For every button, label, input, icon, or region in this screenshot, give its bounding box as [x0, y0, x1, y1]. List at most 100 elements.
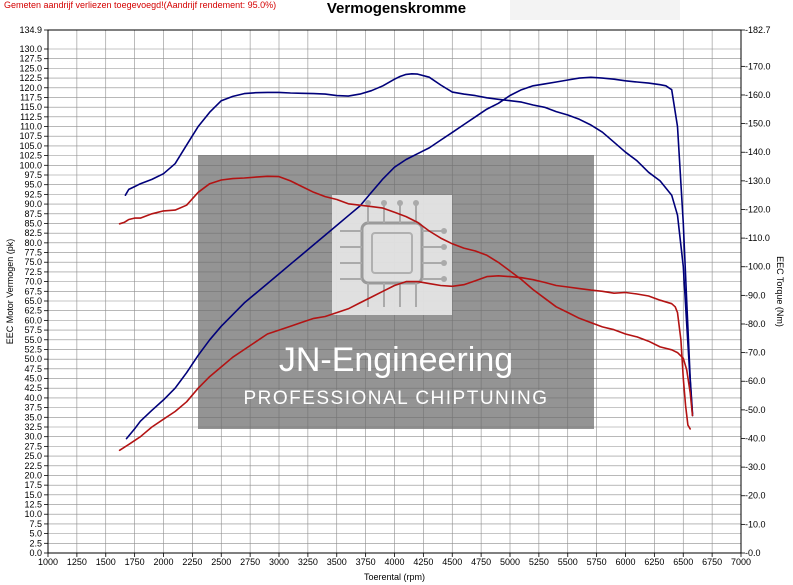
y-tick-label: 2.5	[29, 538, 42, 548]
y2-tick-label: -70.0	[745, 348, 766, 358]
y-tick-label: 100.0	[19, 160, 42, 170]
y-tick-label: 70.0	[24, 277, 42, 287]
series-line-1	[125, 76, 694, 440]
y-tick-label: 122.5	[19, 73, 42, 83]
y-tick-label: 0.0	[29, 548, 42, 558]
y-tick-label: 20.0	[24, 470, 42, 480]
x-tick-label: 3250	[298, 557, 318, 567]
y2-tick-label: -130.0	[745, 176, 771, 186]
x-tick-label: 2000	[153, 557, 173, 567]
y2-tick-label: -80.0	[745, 319, 766, 329]
x-tick-label: 1000	[38, 557, 58, 567]
y-tick-label: 55.0	[24, 335, 42, 345]
y-tick-label: 15.0	[24, 490, 42, 500]
x-tick-label: 1250	[67, 557, 87, 567]
x-tick-label: 7000	[731, 557, 751, 567]
series-line-3	[118, 274, 692, 452]
y-tick-label: 37.5	[24, 403, 42, 413]
y2-tick-label: -140.0	[745, 147, 771, 157]
y2-tick-label: -110.0	[745, 233, 770, 243]
y2-tick-label: -40.0	[745, 433, 766, 443]
y-tick-label: 77.5	[24, 248, 42, 258]
y2-tick-label: -100.0	[745, 262, 771, 272]
y-tick-label: 85.0	[24, 218, 42, 228]
y-tick-label: 22.5	[24, 461, 42, 471]
chip-logo-background	[332, 195, 452, 315]
chart-title: Vermogenskromme	[326, 0, 467, 17]
x-tick-label: 1750	[125, 557, 145, 567]
y2-tick-label: -182.7	[745, 25, 771, 35]
y-tick-label: 134.9	[19, 25, 42, 35]
chip-logo-pad	[441, 228, 447, 234]
y-tick-label: 52.5	[24, 344, 42, 354]
drivetrain-loss-note: Gemeten aandrijf verliezen toegevoegd!(A…	[4, 0, 277, 10]
y-tick-label: 75.0	[24, 257, 42, 267]
y-tick-label: 42.5	[24, 383, 42, 393]
chip-logo-pad	[397, 200, 403, 206]
y-tick-label: 57.5	[24, 325, 42, 335]
y-tick-label: 5.0	[29, 529, 42, 539]
chip-logo-die	[371, 232, 413, 274]
y-tick-label: 117.5	[20, 92, 42, 102]
x-tick-label: 6250	[644, 557, 664, 567]
watermark-brand: JN-Engineering	[279, 341, 513, 379]
chip-logo-pad	[365, 200, 371, 206]
header-right-panel	[510, 0, 680, 20]
y-tick-label: 112.5	[20, 112, 42, 122]
y-axis-label: EEC Motor Vermogen (pk)	[5, 239, 15, 345]
y-tick-label: 25.0	[24, 451, 42, 461]
x-tick-label: 2250	[182, 557, 202, 567]
x-tick-label: 6750	[702, 557, 722, 567]
x-tick-label: 4000	[384, 557, 404, 567]
chip-logo-pad	[441, 260, 447, 266]
y-tick-label: 115.0	[20, 102, 42, 112]
y-tick-label: 45.0	[24, 374, 42, 384]
x-tick-label: 6000	[615, 557, 635, 567]
x-tick-label: 4500	[442, 557, 462, 567]
y-tick-label: 120.0	[19, 83, 42, 93]
x-tick-label: 3500	[327, 557, 347, 567]
y2-tick-label: -160.0	[745, 90, 771, 100]
plot-frame	[47, 29, 742, 554]
x-tick-label: 6500	[673, 557, 693, 567]
y-tick-label: 92.5	[24, 189, 42, 199]
x-tick-label: 5000	[500, 557, 520, 567]
y-tick-label: 67.5	[24, 286, 42, 296]
y-tick-label: 105.0	[19, 141, 42, 151]
y-tick-label: 80.0	[24, 238, 42, 248]
chip-logo-pad	[381, 200, 387, 206]
y2-tick-label: -120.0	[745, 204, 771, 214]
x-tick-label: 3000	[269, 557, 289, 567]
y-tick-label: 90.0	[24, 199, 42, 209]
chip-logo-pad	[413, 200, 419, 206]
chip-logo-pad	[441, 276, 447, 282]
y2-tick-label: -50.0	[745, 405, 766, 415]
x-tick-label: 2500	[211, 557, 231, 567]
x-tick-label: 4250	[413, 557, 433, 567]
y-tick-label: 47.5	[24, 364, 42, 374]
y2-tick-label: -20.0	[745, 491, 766, 501]
chip-logo-pad	[441, 244, 447, 250]
series-line-2	[118, 175, 694, 417]
y-tick-label: 7.5	[29, 519, 42, 529]
y-tick-label: 130.0	[19, 44, 42, 54]
x-tick-label: 5750	[587, 557, 607, 567]
y-tick-label: 102.5	[19, 151, 42, 161]
y-tick-label: 32.5	[24, 422, 42, 432]
x-tick-label: 2750	[240, 557, 260, 567]
y2-tick-label: -30.0	[745, 462, 766, 472]
x-tick-label: 5250	[529, 557, 549, 567]
y-tick-label: 27.5	[24, 441, 42, 451]
y-tick-label: 65.0	[24, 296, 42, 306]
y-tick-label: 17.5	[24, 480, 42, 490]
y-tick-label: 127.5	[19, 54, 42, 64]
y-tick-label: 62.5	[24, 306, 42, 316]
y2-tick-label: -0.0	[745, 548, 761, 558]
y-tick-label: 95.0	[24, 180, 42, 190]
y-tick-label: 30.0	[24, 432, 42, 442]
y2-tick-label: -150.0	[745, 119, 771, 129]
x-axis-label: Toerental (rpm)	[364, 572, 425, 582]
y-tick-label: 87.5	[24, 209, 42, 219]
y2-tick-label: -90.0	[745, 290, 766, 300]
